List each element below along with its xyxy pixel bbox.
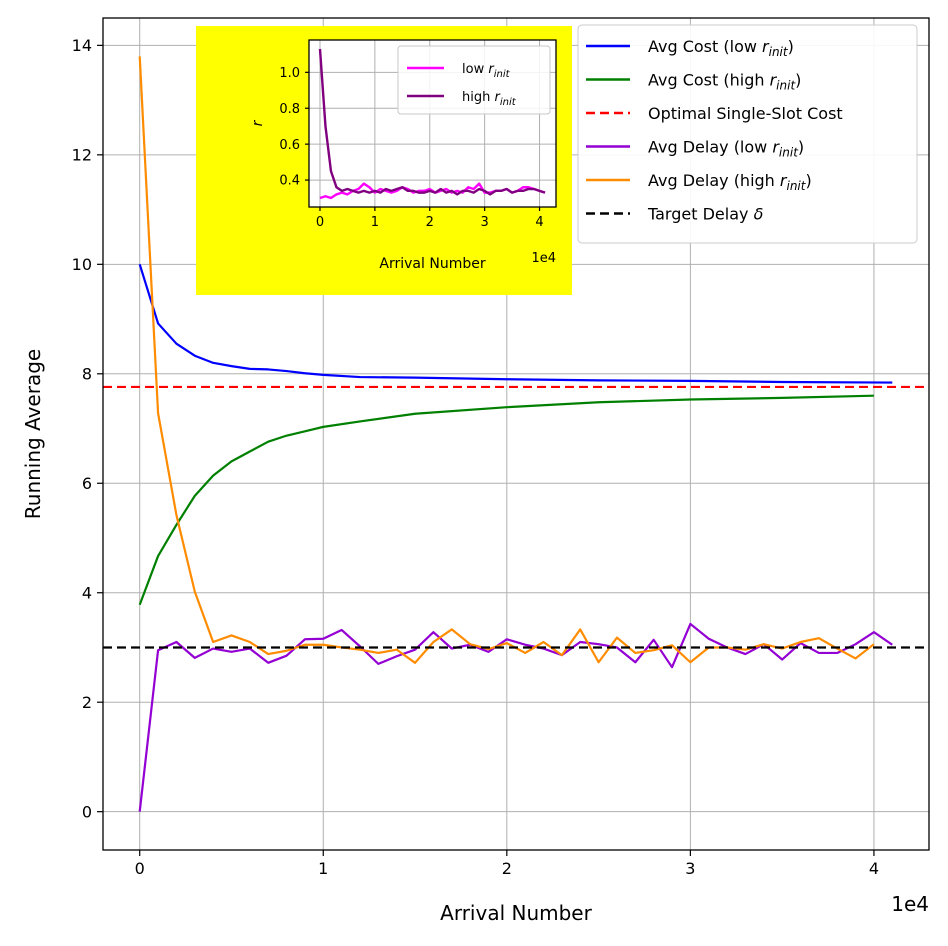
legend-tail: ): [788, 37, 794, 56]
inset-ytick-label: 0.4: [279, 174, 300, 189]
main-ytick-label: 2: [82, 693, 92, 712]
main-legend-label-avg-delay-high-r: Avg Delay (high rinit): [648, 171, 812, 193]
inset-plot: 0 1 2 3 4 0.4 0.6 0.8 1.0 Arrival Number r 1e4 low r…: [196, 26, 572, 295]
main-xtick-label: 4: [869, 859, 879, 878]
main-legend-label-avg-delay-low-r: Avg Delay (low rinit): [648, 138, 804, 160]
inset-xtick-label: 2: [426, 215, 434, 230]
legend-subscript: init: [779, 146, 799, 160]
main-ytick-label: 12: [72, 146, 92, 165]
inset-xtick-label: 3: [481, 215, 489, 230]
inset-y-axis-label: r: [250, 119, 266, 126]
main-series-avg-delay-low-r-init: [138, 622, 893, 812]
main-ytick-label: 0: [82, 802, 92, 821]
legend-text: Target Delay: [647, 205, 754, 224]
inset-x-axis-label: Arrival Number: [379, 256, 485, 272]
legend-text: low: [462, 62, 488, 77]
main-ytick-label: 4: [82, 583, 92, 602]
main-ytick-label: 6: [82, 474, 92, 493]
inset-series-high-r-init: [318, 48, 546, 196]
main-series-avg-cost-high-r-init: [138, 394, 874, 606]
main-ytick-label: 8: [82, 365, 92, 384]
inset-legend-label-low: low rinit: [462, 62, 511, 80]
legend-var: δ: [754, 205, 764, 224]
legend-text: high: [462, 90, 494, 105]
legend-text: Avg Delay (low: [648, 138, 772, 157]
inset-ytick-label: 0.8: [279, 102, 300, 117]
inset-legend-label-high: high rinit: [462, 90, 517, 108]
legend-text: Avg Cost (high: [648, 71, 770, 90]
inset-axes-frame: [308, 39, 557, 208]
legend-tail: ): [798, 138, 804, 157]
legend-tail: ): [805, 171, 811, 190]
legend-var: r: [770, 71, 778, 90]
legend-subscript: init: [776, 79, 796, 93]
inset-ytick-label: 0.6: [279, 138, 300, 153]
main-legend-label-optimal-single-slot-cost: Optimal Single-Slot Cost: [648, 104, 843, 123]
legend-text: Avg Cost (low: [648, 37, 762, 56]
legend-var: r: [780, 171, 788, 190]
legend-tail: ): [795, 71, 801, 90]
main-x-axis-label: Arrival Number: [440, 901, 592, 925]
main-series-avg-cost-low-r-init: [138, 263, 893, 384]
main-legend-label-avg-cost-low-r: Avg Cost (low rinit): [648, 37, 794, 59]
main-legend-label-avg-cost-high-r: Avg Cost (high rinit): [648, 71, 801, 93]
legend-var: r: [772, 138, 780, 157]
inset-xtick-label: 1: [371, 215, 379, 230]
main-ytick-label: 10: [72, 255, 92, 274]
legend-var: r: [762, 37, 770, 56]
inset-x-offset-label: 1e4: [531, 251, 556, 266]
main-xtick-label: 0: [135, 859, 145, 878]
legend-subscript: init: [769, 45, 789, 59]
inset-ytick-label: 1.0: [279, 66, 300, 81]
main-series-group: [103, 56, 929, 812]
inset-xtick-label: 0: [316, 215, 324, 230]
main-xtick-label: 3: [685, 859, 695, 878]
main-xtick-label: 2: [502, 859, 512, 878]
main-xtick-label: 1: [318, 859, 328, 878]
main-x-offset-label: 1e4: [891, 892, 929, 916]
main-legend-label-target-delay: Target Delay δ: [647, 205, 764, 224]
legend-text: Optimal Single-Slot Cost: [648, 104, 843, 123]
legend-text: Avg Delay (high: [648, 171, 780, 190]
main-ytick-label: 14: [72, 36, 92, 55]
legend-subscript: init: [500, 97, 517, 108]
main-y-axis-label: Running Average: [21, 349, 45, 519]
main-legend-box: [577, 24, 918, 244]
legend-subscript: init: [786, 179, 806, 193]
main-axes-frame: [102, 17, 930, 851]
legend-var: r: [494, 90, 501, 105]
inset-xtick-label: 4: [535, 215, 543, 230]
legend-subscript: init: [494, 69, 511, 80]
main-legend: Avg Cost (low rinit)Avg Cost (high rinit…: [577, 24, 918, 244]
inset-series-group: [318, 48, 546, 200]
legend-var: r: [488, 62, 495, 77]
